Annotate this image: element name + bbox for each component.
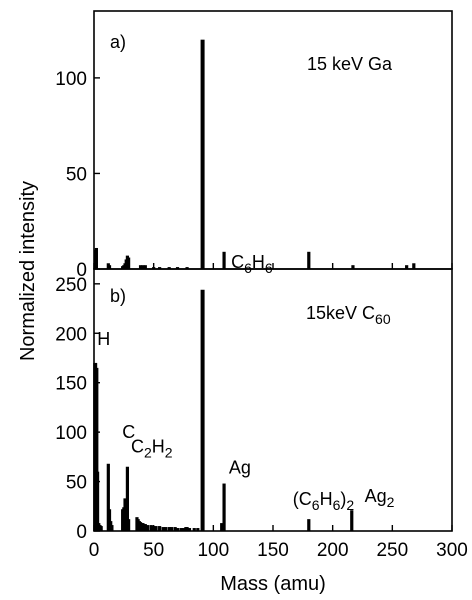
panel-b-bar xyxy=(350,510,354,531)
peak-label: Ag xyxy=(229,458,251,478)
panel-b-bar xyxy=(196,528,200,531)
panel-b-bar xyxy=(167,527,171,531)
panel-b-bar xyxy=(127,519,131,531)
panel-b-bar xyxy=(99,526,103,531)
panel-a-bar xyxy=(175,267,180,269)
panel-a-bar xyxy=(351,265,355,269)
panel-b-bar xyxy=(187,528,192,531)
panel-b-bar xyxy=(200,289,205,531)
panel-b-bar xyxy=(106,463,110,531)
y-tick-label: 0 xyxy=(76,522,87,543)
y-axis-title: Normalized intensity xyxy=(17,181,39,361)
panel-a-bar xyxy=(167,267,171,269)
panel-a-bar xyxy=(200,39,205,269)
panel-a-bar xyxy=(222,251,226,269)
panel-b-bar xyxy=(192,528,196,531)
panel-a-bar xyxy=(94,247,98,269)
panel-b-bar xyxy=(161,527,165,531)
x-tick-label: 100 xyxy=(197,540,229,561)
panel-b-bar xyxy=(110,525,114,531)
panel-a-bar xyxy=(143,265,147,269)
panel-b-annotation: 15keV C60 xyxy=(306,303,391,327)
panel-b-bar xyxy=(149,525,153,531)
x-tick-label: 50 xyxy=(143,540,164,561)
y-tick-label: 150 xyxy=(55,374,87,395)
panel-a-annotation: 15 keV Ga xyxy=(307,54,393,74)
panel-b-ticks: 0 50 100 150 200 250 0 50 100 150 200 250 300 xyxy=(55,275,468,561)
panel-b-bar xyxy=(220,523,224,531)
panel-b-bar xyxy=(179,528,183,531)
panel-b-bar xyxy=(107,509,112,531)
panel-b-bar xyxy=(125,466,130,531)
panel-b-bar xyxy=(173,527,177,531)
panel-b-label: b) xyxy=(110,286,126,306)
x-tick-label: 150 xyxy=(257,540,289,561)
panel-a-bar xyxy=(141,265,145,269)
x-axis-title: Mass (amu) xyxy=(220,573,326,595)
panel-b-bar xyxy=(143,524,147,531)
peak-label: C xyxy=(122,422,135,442)
y-tick-label: 50 xyxy=(66,164,87,185)
peak-label: C2H2 xyxy=(131,437,173,461)
y-tick-label: 0 xyxy=(76,260,87,281)
panel-b-bar xyxy=(94,367,99,531)
panel-a-bar xyxy=(107,265,112,269)
y-tick-label: 200 xyxy=(55,324,87,345)
panel-a-bar xyxy=(127,257,131,269)
panel-b-bar xyxy=(158,526,162,531)
y-tick-label: 50 xyxy=(66,473,87,494)
panel-a-bar xyxy=(307,251,311,269)
panel-a-frame xyxy=(93,10,453,270)
panel-b-bar xyxy=(222,483,226,531)
panel-b-frame xyxy=(93,268,453,532)
y-tick-label: 250 xyxy=(55,275,87,296)
panel-b-bars xyxy=(93,289,354,531)
panel-b-bar xyxy=(169,527,174,531)
panel-b-bar xyxy=(175,528,180,531)
panel-a-bar xyxy=(158,267,162,269)
panel-a-label: a) xyxy=(110,32,126,52)
x-tick-label: 0 xyxy=(89,540,100,561)
peak-label: C6H6 xyxy=(231,252,273,276)
panel-a-bar xyxy=(185,267,189,269)
panel-b-bar xyxy=(185,527,189,531)
panel-b-bar xyxy=(146,525,150,531)
panel-a-bars xyxy=(93,39,416,269)
panel-b-bar xyxy=(154,526,158,531)
panel-b-bar xyxy=(181,528,186,531)
panel-a-bar xyxy=(412,263,416,269)
x-tick-label: 250 xyxy=(376,540,408,561)
x-tick-label: 200 xyxy=(317,540,349,561)
peak-label: (C6H6)2 xyxy=(293,489,355,513)
x-tick-label: 300 xyxy=(436,540,468,561)
y-tick-label: 100 xyxy=(55,69,87,90)
panel-a: 0 50 100 a) 15 keV Ga xyxy=(55,10,453,281)
panel-b-bar xyxy=(95,471,100,531)
panel-b-bar xyxy=(307,519,311,531)
peak-label: H xyxy=(97,329,110,349)
panel-a-bar xyxy=(138,265,143,269)
peak-label: Ag2 xyxy=(365,486,395,510)
panel-a-ticks: 0 50 100 xyxy=(55,69,453,281)
y-tick-label: 100 xyxy=(55,423,87,444)
panel-b-bar xyxy=(164,527,168,531)
panel-a-bar xyxy=(405,265,409,269)
